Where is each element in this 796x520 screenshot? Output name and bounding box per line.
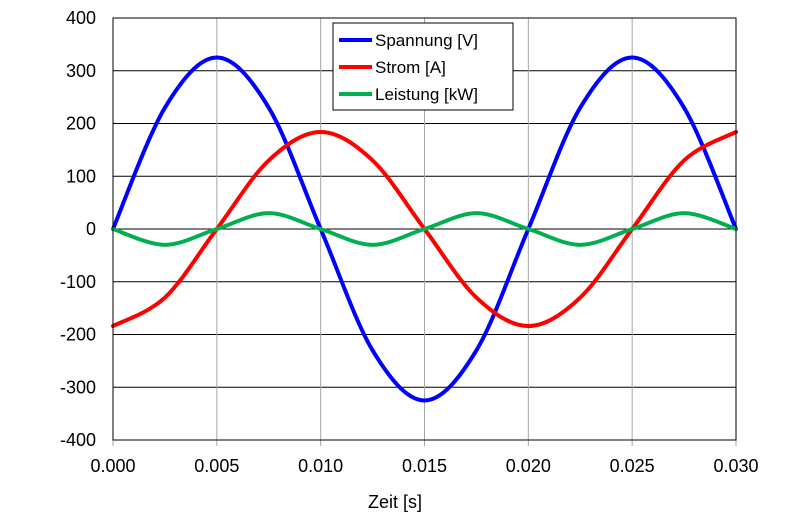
power-series-line [111,211,738,247]
y-tick-label: 0 [86,219,96,239]
y-tick-label: -400 [60,430,96,450]
y-tick-label: 300 [66,61,96,81]
legend-label: Leistung [kW] [375,85,478,104]
legend-label: Spannung [V] [375,31,478,50]
legend-entry-voltage: Spannung [V] [339,31,478,50]
y-tick-label: 400 [66,8,96,28]
y-tick-label: -200 [60,325,96,345]
x-tick-label: 0.005 [194,456,239,476]
voltage-series-line [111,55,738,403]
x-tick-label: 0.025 [610,456,655,476]
y-tick-label: 100 [66,166,96,186]
x-tick-label: 0.015 [402,456,447,476]
legend-entry-power: Leistung [kW] [339,85,478,104]
x-tick-label: 0.010 [298,456,343,476]
tick-labels: 400 300 200 100 0 -100 -200 -300 -400 0.000 0.005 0… [60,8,759,476]
plot-border [112,17,737,441]
legend-entry-current: Strom [A] [339,58,446,77]
y-tick-label: -300 [60,377,96,397]
y-tick-label: 200 [66,114,96,134]
x-tick-label: 0.000 [90,456,135,476]
x-tick-label: 0.030 [713,456,758,476]
x-tick-label: 0.020 [506,456,551,476]
series-lines [111,55,738,403]
y-tick-label: -100 [60,272,96,292]
legend-label: Strom [A] [375,58,446,77]
legend: Spannung [V] Strom [A] Leistung [kW] [332,22,514,111]
x-axis-title: Zeit [s] [368,492,422,512]
